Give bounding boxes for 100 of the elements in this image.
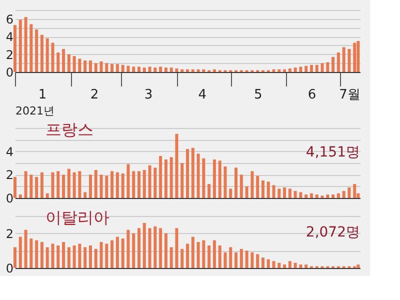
bar [164, 233, 168, 268]
bar [288, 261, 292, 268]
x-tick-label: 1 [38, 88, 47, 102]
y-tick-label: 4 [6, 144, 14, 159]
bar [126, 230, 130, 268]
bar [304, 264, 308, 268]
bar [348, 48, 351, 72]
x-tick-label: 6 [308, 88, 316, 102]
chart-title: 이탈리아 [45, 208, 110, 227]
bar [299, 192, 302, 198]
bar [283, 69, 286, 72]
bar [336, 193, 340, 198]
bar [356, 264, 360, 268]
bar [326, 62, 330, 72]
bar [154, 226, 157, 268]
bar [67, 247, 70, 268]
bar [180, 69, 184, 72]
bar [100, 61, 103, 72]
bar [62, 48, 66, 72]
bar [40, 34, 44, 72]
bar [84, 247, 87, 268]
bar [294, 68, 297, 72]
bar [78, 58, 82, 72]
bar [170, 247, 173, 268]
bar [35, 240, 38, 268]
bar [46, 38, 49, 72]
bar [278, 69, 281, 72]
x-axis-title: 2021년 [16, 104, 54, 118]
bar [30, 238, 33, 268]
bar [67, 168, 70, 198]
bar [212, 160, 216, 198]
bar [272, 185, 276, 198]
bar [196, 154, 200, 198]
bar [315, 194, 318, 198]
bar [137, 228, 140, 268]
bar [84, 60, 87, 72]
bar [278, 188, 281, 198]
bar [191, 148, 194, 198]
bar [342, 47, 346, 72]
bar [35, 29, 38, 72]
bar [294, 262, 297, 268]
bar [191, 69, 194, 72]
x-tick-label: 5 [254, 88, 262, 102]
bar [24, 17, 28, 72]
bar [30, 24, 33, 72]
bar [261, 180, 264, 198]
bar [229, 247, 232, 268]
annotation: 2,072명 [306, 224, 360, 240]
bar [266, 182, 270, 198]
y-tick-label: 0 [6, 262, 14, 276]
bar [18, 194, 22, 198]
bar [132, 233, 136, 268]
bar [186, 69, 189, 72]
bar [294, 191, 297, 198]
bar [110, 64, 114, 72]
bar [94, 248, 98, 268]
bar [94, 170, 98, 198]
bar [14, 177, 16, 198]
bar [18, 20, 22, 72]
bar [116, 64, 119, 72]
bar [105, 176, 108, 198]
x-tick-label: 3 [144, 88, 153, 102]
bar [142, 68, 146, 72]
bar [256, 254, 260, 268]
bar [272, 261, 276, 268]
bar [288, 68, 292, 72]
bar [67, 54, 70, 72]
bar [142, 222, 146, 268]
bar [304, 194, 308, 198]
bar [186, 244, 189, 268]
bar [191, 236, 194, 268]
bar [56, 171, 60, 198]
bar [24, 230, 28, 268]
bar [72, 245, 76, 268]
bar [14, 247, 16, 268]
bar [88, 60, 92, 72]
bar [234, 252, 238, 268]
bar [250, 252, 254, 268]
bar [88, 174, 92, 198]
bar [18, 236, 22, 268]
annotation: 4,151명 [306, 144, 360, 160]
bar [46, 247, 49, 268]
bar [256, 176, 260, 198]
bar [240, 174, 243, 198]
bar [40, 242, 44, 268]
bar [299, 66, 302, 72]
bar [159, 156, 162, 198]
bar [62, 242, 66, 268]
bar [154, 68, 157, 72]
bar [105, 244, 108, 268]
bar [208, 245, 211, 268]
bar [266, 259, 270, 268]
bar [24, 171, 28, 198]
bar [202, 240, 206, 268]
bar [245, 186, 248, 198]
bar [94, 63, 98, 72]
bar [180, 248, 184, 268]
bar [229, 188, 232, 198]
bar [62, 174, 66, 198]
bar [304, 66, 308, 72]
